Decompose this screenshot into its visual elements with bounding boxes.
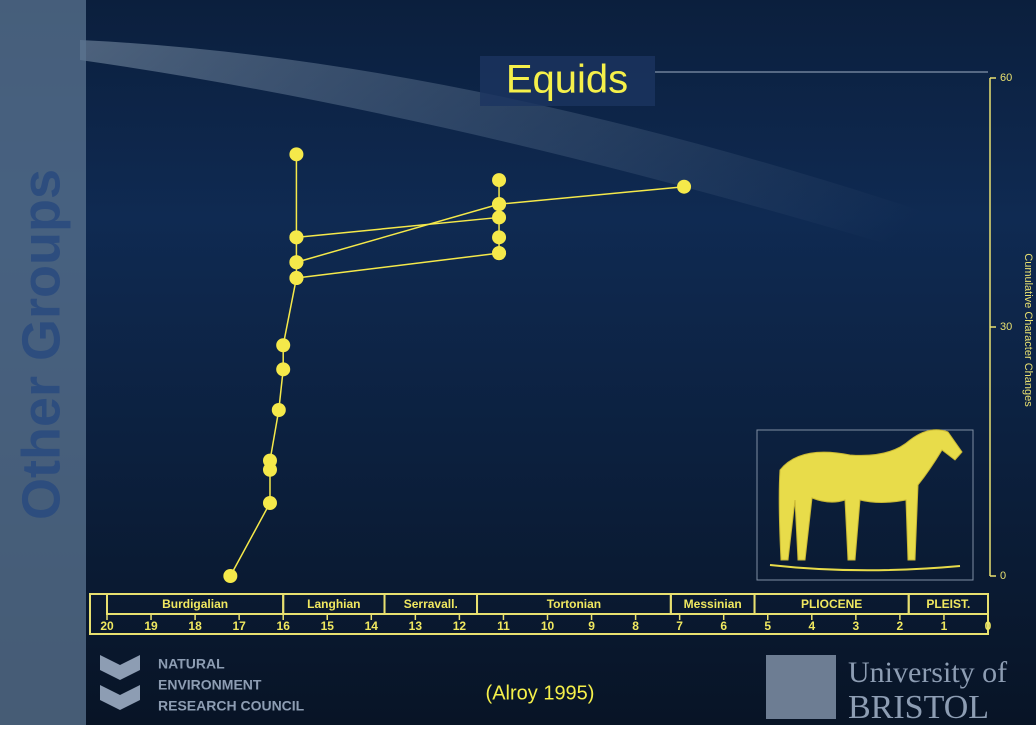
nerc-logo: NATURAL ENVIRONMENT RESEARCH COUNCIL (100, 655, 305, 714)
x-tick-label: 5 (764, 619, 771, 633)
x-tick-label: 20 (100, 619, 114, 633)
x-tick-label: 16 (277, 619, 291, 633)
x-tick-label: 2 (897, 619, 904, 633)
point (271, 403, 286, 417)
x-tick-label: 13 (409, 619, 423, 633)
title-box (480, 56, 655, 106)
point (276, 362, 291, 377)
x-tick-label: 18 (188, 619, 202, 633)
university-text: BRISTOL (848, 689, 989, 725)
point (262, 453, 277, 468)
horse-inset (756, 429, 974, 581)
x-tick-label: 14 (365, 619, 379, 633)
point (276, 338, 291, 353)
chart-title: Equids (506, 58, 628, 102)
nerc-text: ENVIRONMENT (158, 677, 262, 693)
line (296, 252, 500, 279)
point (223, 569, 238, 583)
point (492, 173, 507, 188)
x-tick-label: 1 (941, 619, 948, 633)
ground (769, 564, 961, 572)
x-tick-label: 3 (853, 619, 860, 633)
foam (80, 40, 1036, 290)
x-tick-label: 10 (541, 619, 555, 633)
x-tick-label: 7 (676, 619, 683, 633)
nerc-mark (100, 655, 140, 710)
x-tick-label: 12 (453, 619, 467, 633)
stage-label: Messinian (684, 597, 742, 611)
point (289, 255, 304, 270)
citation: (Alroy 1995) (486, 682, 595, 704)
y-axis-label: Cumulative Character Changes (1022, 253, 1034, 407)
side-strip (0, 0, 86, 725)
x-tick-label: 9 (588, 619, 595, 633)
point (677, 179, 692, 194)
university-text: University of (848, 656, 1007, 689)
stage-label: Serravall. (404, 597, 458, 611)
stage (907, 593, 990, 615)
university-logo: University of BRISTOL (766, 655, 1007, 726)
line (296, 216, 500, 239)
stage-label: Langhian (307, 597, 360, 611)
point (289, 147, 304, 162)
x-tick-label: 17 (232, 619, 246, 633)
nerc-text: RESEARCH COUNCIL (158, 698, 305, 714)
stage-label: PLEIST. (926, 597, 970, 611)
point (492, 210, 507, 225)
stage-label: PLIOCENE (801, 597, 862, 611)
nerc-text: NATURAL (158, 656, 225, 672)
point (492, 230, 507, 245)
y-tick-label: 30 (1000, 321, 1012, 333)
inset-frame (756, 429, 974, 581)
crest (766, 655, 836, 719)
point (289, 271, 304, 286)
point (262, 495, 277, 510)
x-tick-label: 8 (632, 619, 639, 633)
side-label: Other Groups (11, 169, 71, 520)
x-tick-label: 11 (497, 619, 510, 633)
x-tick-label: 15 (321, 619, 335, 633)
y-tick-label: 0 (1000, 570, 1006, 582)
point (492, 246, 507, 261)
horse (778, 429, 963, 561)
x-tick-label: 0 (985, 619, 992, 633)
x-tick-label: 19 (144, 619, 158, 633)
y-tick-label: 60 (1000, 72, 1012, 84)
x-tick-label: 4 (808, 619, 815, 633)
point (492, 197, 507, 212)
point (289, 230, 304, 245)
stage-label: Tortonian (547, 597, 601, 611)
stage-label: Burdigalian (162, 597, 228, 611)
x-tick-label: 6 (720, 619, 727, 633)
